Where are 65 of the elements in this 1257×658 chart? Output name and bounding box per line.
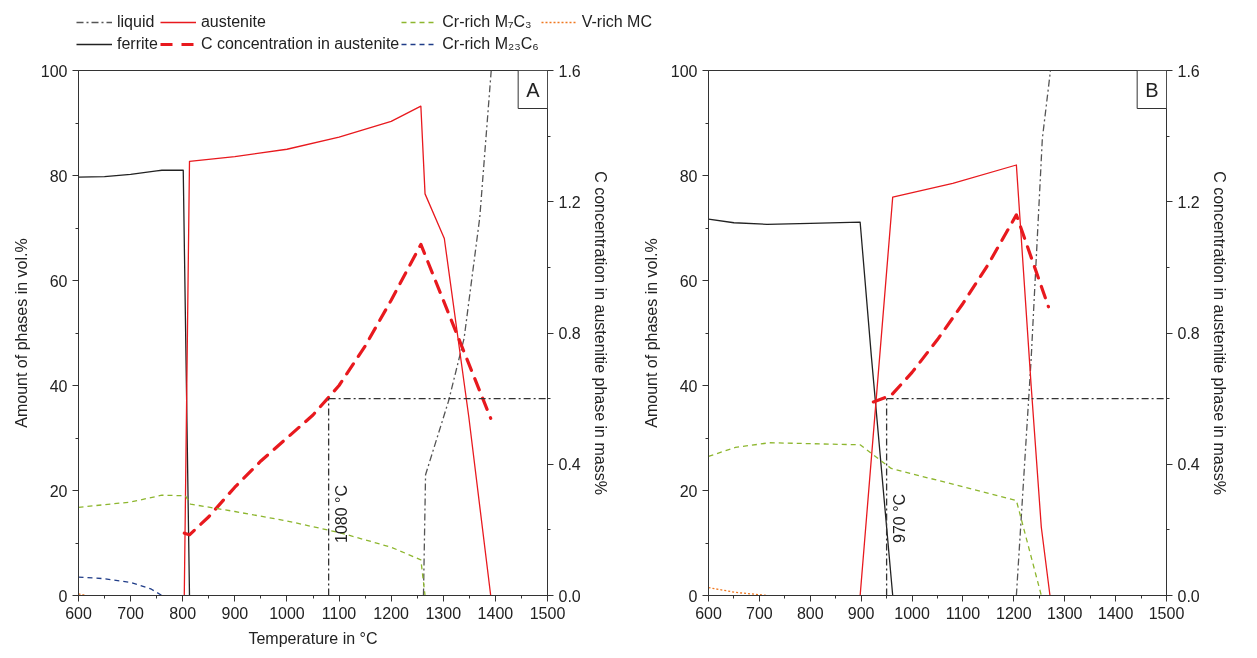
legend-label: austenite — [200, 12, 266, 32]
y2-tick-label: 0.0 — [1177, 587, 1200, 605]
line-series — [1015, 70, 1052, 596]
x-tick-label: 1000 — [894, 604, 930, 622]
legend-label: V-rich MC — [581, 12, 652, 32]
annotation: A — [526, 78, 541, 101]
y-tick-label: 80 — [679, 167, 698, 185]
x-tick-label: 600 — [65, 604, 92, 622]
y-tick-label: 100 — [670, 62, 698, 80]
y-tick-label: 0 — [58, 587, 68, 605]
line-series — [422, 70, 492, 596]
x-tick-label: 1500 — [529, 604, 566, 622]
y-tick-label: 40 — [49, 377, 68, 395]
x-tick-label: 900 — [221, 604, 249, 622]
x-tick-label: 1100 — [945, 604, 981, 622]
ref-line-label: 970 °C — [890, 493, 908, 543]
y2-tick-label: 0.8 — [1177, 325, 1200, 342]
y-tick-label: 0 — [688, 587, 698, 605]
y-tick-label: 60 — [49, 272, 68, 290]
x-tick-label: 1200 — [373, 604, 410, 622]
y2-tick-label: 0.0 — [558, 587, 581, 605]
x-tick-label: 600 — [695, 604, 722, 622]
y2-tick-label: 1.2 — [558, 193, 581, 211]
x-tick-label: 1300 — [1046, 604, 1083, 622]
x-tick-label: 800 — [169, 604, 197, 622]
legend-label: Cr-rich M₇C₃ — [442, 12, 532, 32]
x-tick-label: 1400 — [1097, 604, 1134, 622]
y-tick-label: 40 — [679, 377, 698, 395]
y2-tick-label: 0.4 — [1177, 456, 1200, 474]
y-tick-label: 80 — [49, 167, 68, 185]
x-tick-label: 1100 — [321, 604, 357, 622]
line-series — [78, 576, 163, 596]
y-tick-label: 60 — [679, 272, 698, 290]
y2-axis-title: C concentration in austenitie phase in mass% — [591, 171, 609, 495]
x-tick-label: 1400 — [477, 604, 514, 622]
y-tick-label: 100 — [40, 62, 68, 80]
legend-label: Cr-rich M₂₃C₆ — [442, 34, 539, 54]
y-axis-title: Amount of phases in vol.% — [12, 238, 30, 428]
x-tick-label: 800 — [796, 604, 824, 622]
line-series — [708, 442, 1042, 596]
ref-line-label: 1080 °C — [332, 485, 350, 543]
y2-tick-label: 0.4 — [558, 456, 581, 474]
x-tick-label: 1200 — [996, 604, 1032, 622]
y2-tick-label: 1.6 — [558, 62, 581, 80]
y-tick-label: 20 — [49, 482, 68, 500]
x-tick-label: 700 — [117, 604, 145, 622]
y2-tick-label: 1.6 — [1177, 62, 1200, 80]
y2-tick-label: 1.2 — [1177, 193, 1200, 211]
y2-tick-label: 0.8 — [558, 325, 581, 342]
x-tick-label: 900 — [847, 604, 875, 622]
line-series — [78, 169, 191, 596]
y-tick-label: 20 — [679, 482, 698, 500]
x-tick-label: 1500 — [1148, 604, 1185, 622]
legend-label: C concentration in austenite — [200, 34, 400, 54]
x-tick-label: 1300 — [425, 604, 462, 622]
line-series — [859, 164, 1051, 596]
y-axis-title: Amount of phases in vol.% — [642, 238, 660, 428]
y2-axis-title: C concentration in austenitie phase in mass% — [1210, 171, 1228, 495]
x-tick-label: 700 — [746, 604, 773, 622]
legend-label: ferrite — [117, 34, 158, 54]
line-series — [183, 105, 492, 596]
annotation: B — [1145, 78, 1159, 101]
x-axis-title: Temperature in °C — [248, 629, 378, 647]
legend-label: liquid — [117, 12, 155, 32]
x-tick-label: 1000 — [269, 604, 305, 622]
